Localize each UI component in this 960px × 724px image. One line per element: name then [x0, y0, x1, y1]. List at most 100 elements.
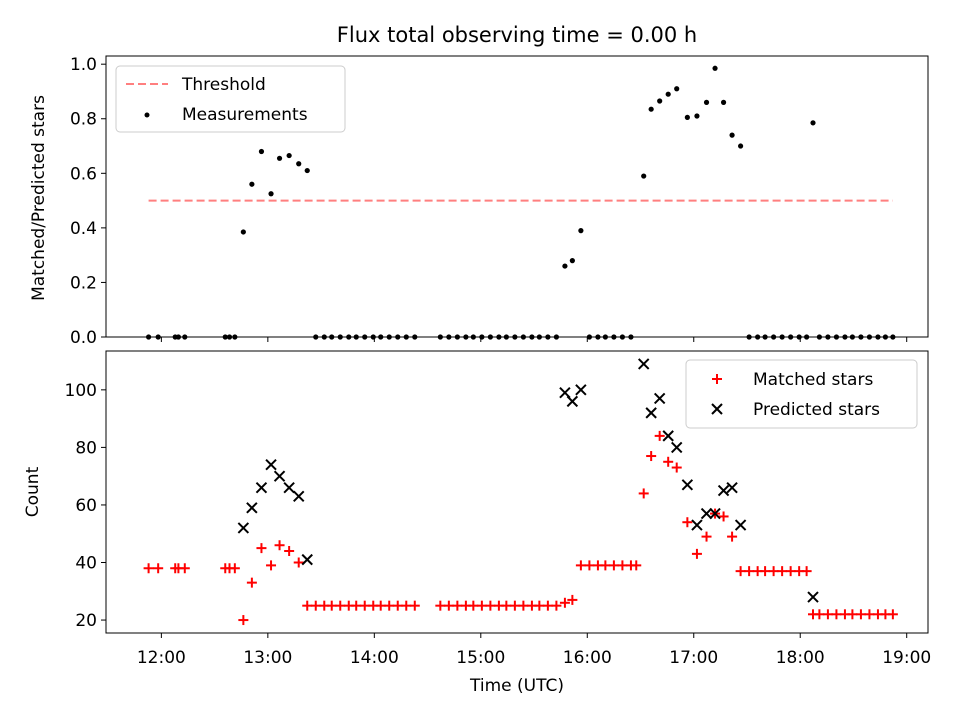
predicted-stars-point [255, 481, 268, 494]
matched-stars-point [326, 600, 337, 611]
top-y-tick-label: 0.8 [70, 110, 97, 130]
matched-stars-point [392, 600, 403, 611]
legend-matched-label: Matched stars [753, 370, 873, 390]
measurement-point [810, 120, 816, 126]
matched-stars-point [293, 557, 304, 568]
matched-stars-point [551, 600, 562, 611]
matched-stars-point [855, 609, 866, 620]
top-y-tick-label: 0.6 [70, 164, 97, 184]
matched-stars-point [671, 462, 682, 473]
matched-stars-point [691, 548, 702, 559]
top-y-tick-label: 0.0 [70, 328, 97, 348]
matched-stars-point [559, 597, 570, 608]
measurement-point [562, 263, 568, 269]
bottom-y-tick-label: 40 [75, 554, 97, 574]
matched-stars-point [409, 600, 420, 611]
measurement-point [684, 114, 690, 120]
measurement-point [268, 191, 274, 197]
matched-stars-point [584, 560, 595, 571]
matched-stars-point [785, 566, 796, 577]
x-tick-label: 13:00 [243, 648, 292, 668]
measurement-point [641, 173, 647, 179]
matched-stars-point [701, 531, 712, 542]
predicted-stars-point [726, 481, 738, 494]
x-tick-label: 15:00 [456, 648, 505, 668]
predicted-stars-point [691, 519, 703, 531]
matched-stars-point [600, 560, 611, 571]
matched-stars-point [375, 600, 386, 611]
measurement-point [729, 132, 735, 138]
legend-predicted-label: Predicted stars [753, 400, 880, 420]
matched-stars-point [452, 600, 463, 611]
predicted-stars-point [662, 430, 674, 442]
predicted-stars-point [638, 358, 650, 370]
bottom-y-tick-label: 80 [75, 438, 97, 458]
measurement-point [738, 143, 744, 149]
predicted-stars-point [575, 384, 587, 396]
matched-stars-point [238, 615, 249, 626]
x-tick-label: 14:00 [350, 648, 399, 668]
top-y-tick-label: 1.0 [70, 55, 97, 75]
matched-stars-point [847, 609, 858, 620]
predicted-stars-point [566, 395, 579, 408]
matched-stars-point [153, 563, 164, 574]
matched-stars-point [575, 560, 586, 571]
matched-stars-point [518, 600, 529, 611]
top-plot-area: 0.0 0.2 0.4 0.6 0.8 1.0 [70, 55, 929, 348]
matched-stars-point [534, 600, 545, 611]
bottom-y-axis-label: Count [23, 466, 43, 517]
matched-stars-point [256, 543, 267, 554]
predicted-stars-point [273, 470, 286, 482]
measurement-point [569, 258, 575, 264]
legend-measurements-label: Measurements [182, 105, 308, 125]
predicted-stars-point [700, 507, 713, 520]
bottom-legend: Matched stars Predicted stars [685, 359, 918, 429]
measurement-point [712, 65, 718, 71]
x-axis-label: Time (UTC) [469, 676, 564, 696]
matched-stars-point [351, 600, 362, 611]
matched-stars-point [617, 560, 628, 571]
x-tick-label: 12:00 [137, 648, 186, 668]
measurement-point [703, 99, 710, 105]
x-tick-label: 18:00 [776, 648, 825, 668]
matched-stars-point [814, 609, 825, 620]
matched-stars-point [831, 609, 842, 620]
legend-plus-marker [712, 374, 722, 384]
matched-stars-point [646, 451, 657, 462]
matched-stars-point [631, 560, 642, 571]
matched-stars-point [608, 560, 619, 571]
predicted-stars-point [653, 392, 666, 405]
matched-stars-point [229, 563, 240, 574]
matched-stars-point [246, 577, 257, 588]
predicted-stars-point [283, 481, 295, 494]
top-y-tick-label: 0.2 [70, 273, 97, 293]
measurement-point [286, 152, 292, 159]
predicted-stars-point [807, 591, 819, 603]
matched-stars-point [443, 600, 454, 611]
x-tick-label: 16:00 [563, 648, 612, 668]
matched-stars-point [727, 531, 738, 542]
matched-stars-point [274, 540, 285, 551]
matched-stars-point [509, 600, 520, 611]
legend-measurements-swatch [144, 112, 150, 118]
predicted-stars-point [645, 407, 657, 419]
predicted-stars-point [717, 484, 730, 497]
matched-stars-point [777, 566, 788, 577]
x-tick-label: 17:00 [669, 648, 718, 668]
predicted-stars-point [301, 553, 313, 566]
legend-matched-swatch [712, 374, 722, 384]
matched-stars-point [143, 563, 154, 574]
predicted-stars-point [293, 490, 305, 503]
matched-stars-point [887, 609, 898, 620]
measurement-point [648, 106, 654, 112]
measurement-point [694, 113, 700, 119]
matched-stars-point [864, 609, 875, 620]
top-y-tick-label: 0.4 [70, 219, 97, 239]
matched-stars-point [663, 456, 674, 467]
matched-stars-point [359, 600, 370, 611]
x-tick-label: 19:00 [882, 648, 931, 668]
predicted-stars-point [671, 441, 683, 454]
matched-stars-point [768, 566, 779, 577]
legend-x-marker [711, 403, 723, 415]
